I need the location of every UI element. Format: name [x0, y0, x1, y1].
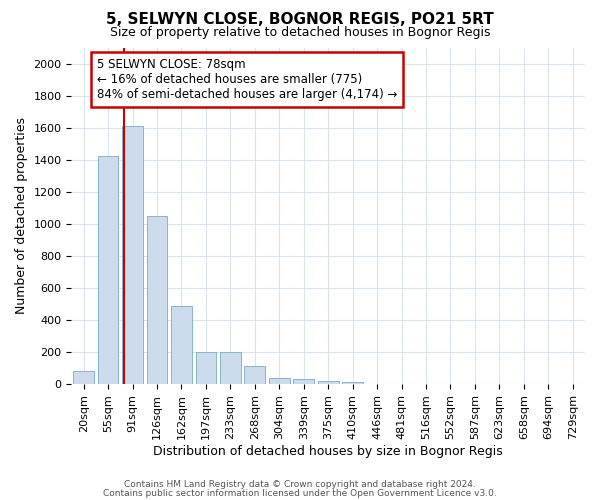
Text: Size of property relative to detached houses in Bognor Regis: Size of property relative to detached ho… [110, 26, 490, 39]
Bar [269, 378, 290, 384]
Bar [342, 382, 363, 384]
Bar [318, 381, 338, 384]
Bar [146, 216, 167, 384]
Y-axis label: Number of detached properties: Number of detached properties [15, 118, 28, 314]
Bar [220, 352, 241, 384]
Text: 5 SELWYN CLOSE: 78sqm
← 16% of detached houses are smaller (775)
84% of semi-det: 5 SELWYN CLOSE: 78sqm ← 16% of detached … [97, 58, 397, 100]
Text: 5, SELWYN CLOSE, BOGNOR REGIS, PO21 5RT: 5, SELWYN CLOSE, BOGNOR REGIS, PO21 5RT [106, 12, 494, 28]
Bar [293, 380, 314, 384]
Text: Contains HM Land Registry data © Crown copyright and database right 2024.: Contains HM Land Registry data © Crown c… [124, 480, 476, 489]
Bar [171, 306, 192, 384]
Bar [244, 366, 265, 384]
Bar [122, 126, 143, 384]
Bar [196, 352, 217, 384]
Text: Contains public sector information licensed under the Open Government Licence v3: Contains public sector information licen… [103, 488, 497, 498]
X-axis label: Distribution of detached houses by size in Bognor Regis: Distribution of detached houses by size … [154, 444, 503, 458]
Bar [73, 372, 94, 384]
Bar [98, 156, 118, 384]
